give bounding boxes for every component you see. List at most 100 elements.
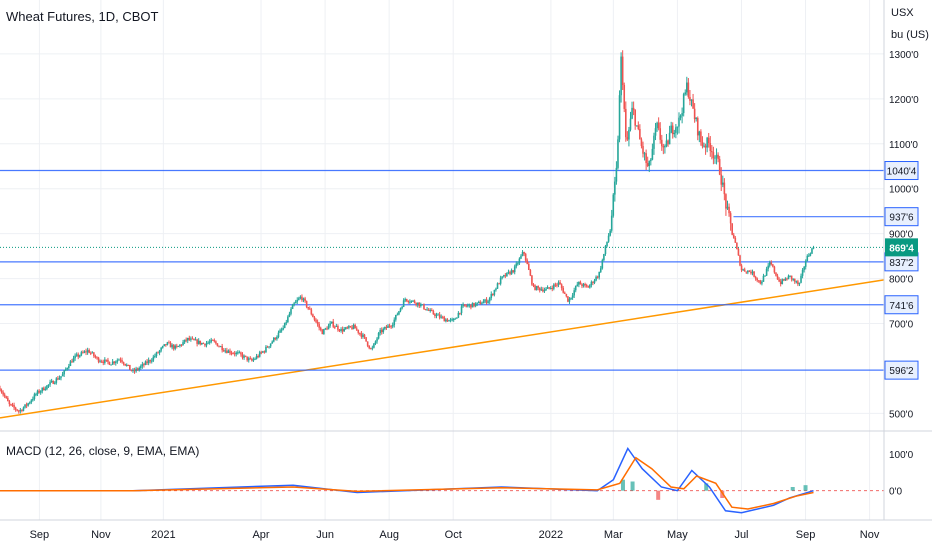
price-tick-label: 900'0	[889, 230, 914, 241]
price-tick-label: 700'0	[889, 320, 914, 331]
macd-histogram-bar	[803, 485, 808, 491]
candle-body	[241, 354, 244, 358]
candle-body	[398, 311, 400, 315]
level-badge[interactable]	[884, 161, 919, 181]
candle-body	[471, 302, 474, 308]
candle-body	[701, 142, 704, 147]
candle-body	[462, 304, 464, 307]
time-tick-label: Jul	[734, 529, 748, 541]
candle-body	[762, 275, 765, 282]
candle-body	[457, 312, 460, 318]
candle-body	[803, 266, 805, 270]
candle-body	[216, 343, 219, 347]
time-tick-label: Apr	[252, 529, 269, 541]
candle-body	[520, 255, 522, 259]
candle-body	[487, 301, 489, 303]
candle-body	[692, 99, 694, 109]
candle-body	[32, 399, 34, 401]
candle-body	[282, 327, 284, 330]
candle-body	[387, 325, 389, 328]
candle-body	[22, 407, 25, 411]
candle-body	[448, 320, 450, 322]
candle-body	[668, 132, 671, 145]
candle-body	[490, 293, 493, 298]
macd-histogram-bar	[704, 483, 709, 491]
candle-body	[412, 300, 414, 302]
candle-body	[554, 284, 557, 286]
candle-body	[579, 281, 582, 285]
candle-body	[789, 275, 791, 277]
candle-body	[368, 345, 371, 349]
candle-body	[373, 343, 375, 348]
candle-body	[770, 262, 773, 265]
candle-body	[321, 329, 324, 335]
candle-body	[102, 361, 105, 363]
candle-body	[244, 355, 247, 357]
candle-body	[798, 282, 801, 285]
trendline-segment[interactable]	[0, 279, 885, 419]
candle-body	[468, 304, 471, 306]
chart-title: Wheat Futures, 1D, CBOT	[6, 9, 159, 24]
candle-body	[346, 327, 349, 329]
candle-body	[790, 275, 793, 280]
candle-body	[154, 355, 156, 357]
candle-body	[512, 270, 514, 273]
candle-body	[80, 352, 83, 356]
candle-body	[718, 159, 721, 175]
candle-body	[283, 322, 286, 328]
candle-body	[493, 289, 496, 295]
candle-body	[149, 360, 151, 362]
candle-body	[402, 300, 405, 307]
candle-body	[751, 271, 754, 274]
candle-body	[534, 285, 536, 290]
level-badge[interactable]	[884, 207, 919, 227]
macd-pane[interactable]	[0, 447, 884, 514]
candle-body	[41, 387, 44, 392]
candle-body	[219, 346, 222, 348]
candle-body	[28, 402, 31, 404]
price-pane[interactable]: 1040'4 937'6 837'2 741'6 596'2 869'4	[0, 50, 919, 419]
candle-body	[465, 305, 468, 307]
candle-body	[679, 115, 682, 118]
level-label: 1040'4	[887, 167, 917, 178]
candle-body	[700, 131, 702, 143]
candle-body	[132, 370, 134, 372]
price-tick-label: 1000'0	[889, 185, 919, 196]
candle-body	[415, 302, 417, 305]
candle-body	[542, 289, 544, 292]
candle-body	[202, 343, 205, 345]
candle-body	[470, 304, 472, 308]
last-price-badge[interactable]	[885, 238, 918, 257]
candle-body	[585, 284, 588, 287]
candle-body	[537, 286, 539, 288]
candle-body	[811, 248, 813, 254]
candle-body	[748, 270, 751, 272]
candle-body	[72, 358, 75, 363]
candle-body	[183, 339, 186, 343]
candle-body	[287, 316, 289, 323]
time-tick-label: Oct	[445, 529, 462, 541]
macd-title: MACD (12, 26, close, 9, EMA, EMA)	[6, 444, 200, 458]
candle-body	[614, 181, 616, 195]
candle-body	[729, 213, 732, 224]
candle-body	[201, 343, 203, 345]
candle-body	[193, 338, 195, 341]
price-tick-label: 500'0	[889, 409, 914, 420]
candle-body	[723, 182, 726, 195]
candle-body	[592, 281, 594, 283]
candle-body	[16, 409, 19, 411]
candle-body	[359, 332, 361, 334]
candle-body	[551, 288, 554, 290]
candle-body	[344, 327, 347, 329]
candle-body	[39, 391, 42, 393]
candle-body	[693, 108, 696, 120]
candle-body	[538, 287, 541, 291]
candle-body	[432, 310, 435, 315]
candle-body	[421, 304, 424, 306]
trendline[interactable]	[0, 279, 885, 419]
horizontal-levels[interactable]: 1040'4 937'6 837'2 741'6 596'2	[0, 161, 919, 380]
candle-body	[19, 409, 22, 412]
level-badge[interactable]	[884, 295, 919, 315]
level-badge[interactable]	[884, 360, 919, 380]
